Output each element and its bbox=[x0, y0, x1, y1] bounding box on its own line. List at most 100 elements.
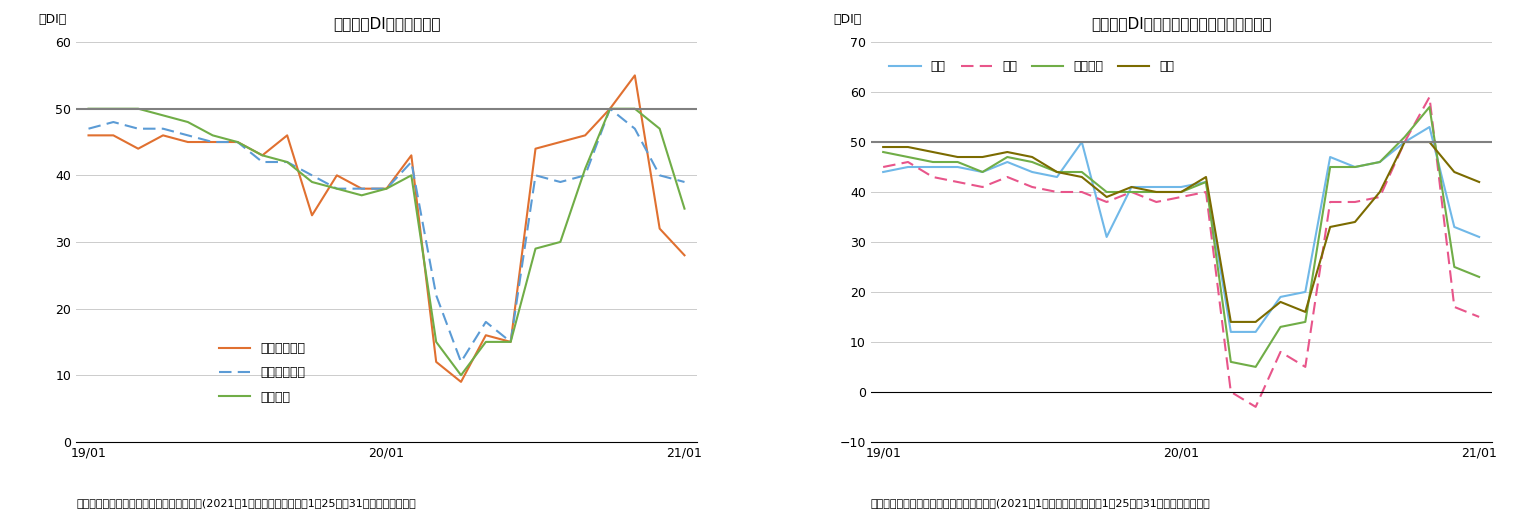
サービス bbox=[900, 154, 918, 160]
サービス bbox=[1321, 164, 1339, 170]
小売 bbox=[1396, 139, 1414, 145]
企業動向関連 bbox=[327, 186, 345, 192]
家計動向関連 bbox=[204, 139, 222, 145]
雇用関連 bbox=[154, 112, 172, 118]
住宅 bbox=[1247, 319, 1265, 325]
飲食 bbox=[948, 179, 966, 185]
Line: 企業動向関連: 企業動向関連 bbox=[88, 109, 685, 362]
住宅 bbox=[1047, 169, 1065, 175]
家計動向関連 bbox=[103, 132, 122, 138]
企業動向関連 bbox=[253, 159, 271, 165]
Line: 飲食: 飲食 bbox=[883, 97, 1479, 407]
住宅 bbox=[1470, 179, 1489, 185]
飲食 bbox=[1345, 199, 1364, 205]
飲食 bbox=[1196, 189, 1215, 195]
サービス bbox=[1420, 104, 1438, 110]
小売 bbox=[874, 169, 892, 175]
住宅 bbox=[1172, 189, 1190, 195]
家計動向関連 bbox=[228, 139, 247, 145]
小売 bbox=[1073, 139, 1091, 145]
Line: サービス: サービス bbox=[883, 107, 1479, 367]
雇用関連 bbox=[279, 159, 297, 165]
雇用関連 bbox=[402, 172, 420, 178]
企業動向関連 bbox=[377, 186, 396, 192]
小売 bbox=[1097, 234, 1116, 240]
小売 bbox=[1122, 184, 1140, 190]
サービス bbox=[1371, 159, 1390, 165]
企業動向関連 bbox=[154, 126, 172, 132]
住宅 bbox=[1097, 194, 1116, 200]
サービス bbox=[1023, 159, 1041, 165]
Text: （DI）: （DI） bbox=[834, 13, 861, 26]
企業動向関連 bbox=[204, 139, 222, 145]
飲食 bbox=[1371, 194, 1390, 200]
雇用関連 bbox=[527, 246, 545, 252]
家計動向関連 bbox=[353, 186, 371, 192]
企業動向関連 bbox=[476, 319, 495, 325]
飲食 bbox=[1073, 189, 1091, 195]
Legend: 家計動向関連, 企業動向関連, 雇用関連: 家計動向関連, 企業動向関連, 雇用関連 bbox=[219, 342, 306, 403]
サービス bbox=[1148, 189, 1166, 195]
雇用関連 bbox=[551, 239, 569, 245]
小売 bbox=[900, 164, 918, 170]
雇用関連 bbox=[626, 106, 644, 112]
Line: 住宅: 住宅 bbox=[883, 142, 1479, 322]
企業動向関連 bbox=[103, 119, 122, 125]
Text: （出所）内閣府「景気ウォッチャー調査」(2021年1月調査、調査期間：1月25日～31日、季節調整値）: （出所）内閣府「景気ウォッチャー調査」(2021年1月調査、調査期間：1月25日… bbox=[76, 498, 416, 508]
Text: （DI）: （DI） bbox=[40, 13, 67, 26]
家計動向関連 bbox=[253, 152, 271, 158]
企業動向関連 bbox=[353, 186, 371, 192]
サービス bbox=[1222, 359, 1240, 365]
小売 bbox=[1247, 329, 1265, 335]
家計動向関連 bbox=[601, 106, 619, 112]
Line: 小売: 小売 bbox=[883, 127, 1479, 332]
サービス bbox=[1297, 319, 1315, 325]
小売 bbox=[1148, 184, 1166, 190]
小売 bbox=[1297, 289, 1315, 295]
小売 bbox=[1345, 164, 1364, 170]
サービス bbox=[1122, 189, 1140, 195]
家計動向関連 bbox=[502, 339, 521, 345]
小売 bbox=[1196, 179, 1215, 185]
家計動向関連 bbox=[551, 139, 569, 145]
小売 bbox=[998, 159, 1017, 165]
飲食 bbox=[1420, 94, 1438, 100]
雇用関連 bbox=[327, 186, 345, 192]
住宅 bbox=[974, 154, 992, 160]
住宅 bbox=[900, 144, 918, 150]
家計動向関連 bbox=[650, 226, 668, 232]
住宅 bbox=[1345, 219, 1364, 225]
企業動向関連 bbox=[129, 126, 148, 132]
家計動向関連 bbox=[575, 132, 594, 138]
住宅 bbox=[1371, 189, 1390, 195]
住宅 bbox=[1420, 139, 1438, 145]
企業動向関連 bbox=[502, 339, 521, 345]
家計動向関連 bbox=[327, 172, 345, 178]
雇用関連 bbox=[650, 126, 668, 132]
飲食 bbox=[874, 164, 892, 170]
飲食 bbox=[900, 159, 918, 165]
サービス bbox=[974, 169, 992, 175]
雇用関連 bbox=[204, 132, 222, 138]
小売 bbox=[1420, 124, 1438, 130]
飲食 bbox=[1172, 194, 1190, 200]
Legend: 小売, 飲食, サービス, 住宅: 小売, 飲食, サービス, 住宅 bbox=[889, 60, 1175, 73]
Text: （出所）内閣府「景気ウォッチャー調査」(2021年1月調査、調査期間：1月25日～31日、季節調整値）: （出所）内閣府「景気ウォッチャー調査」(2021年1月調査、調査期間：1月25日… bbox=[871, 498, 1210, 508]
企業動向関連 bbox=[527, 172, 545, 178]
家計動向関連 bbox=[303, 212, 321, 218]
企業動向関連 bbox=[452, 359, 470, 365]
住宅 bbox=[948, 154, 966, 160]
住宅 bbox=[1297, 309, 1315, 315]
雇用関連 bbox=[228, 139, 247, 145]
住宅 bbox=[998, 149, 1017, 155]
住宅 bbox=[1446, 169, 1464, 175]
住宅 bbox=[874, 144, 892, 150]
雇用関連 bbox=[601, 106, 619, 112]
雇用関連 bbox=[253, 152, 271, 158]
サービス bbox=[1047, 169, 1065, 175]
飲食 bbox=[1047, 189, 1065, 195]
サービス bbox=[998, 154, 1017, 160]
雇用関連 bbox=[476, 339, 495, 345]
小売 bbox=[1271, 294, 1289, 300]
飲食 bbox=[1247, 404, 1265, 410]
